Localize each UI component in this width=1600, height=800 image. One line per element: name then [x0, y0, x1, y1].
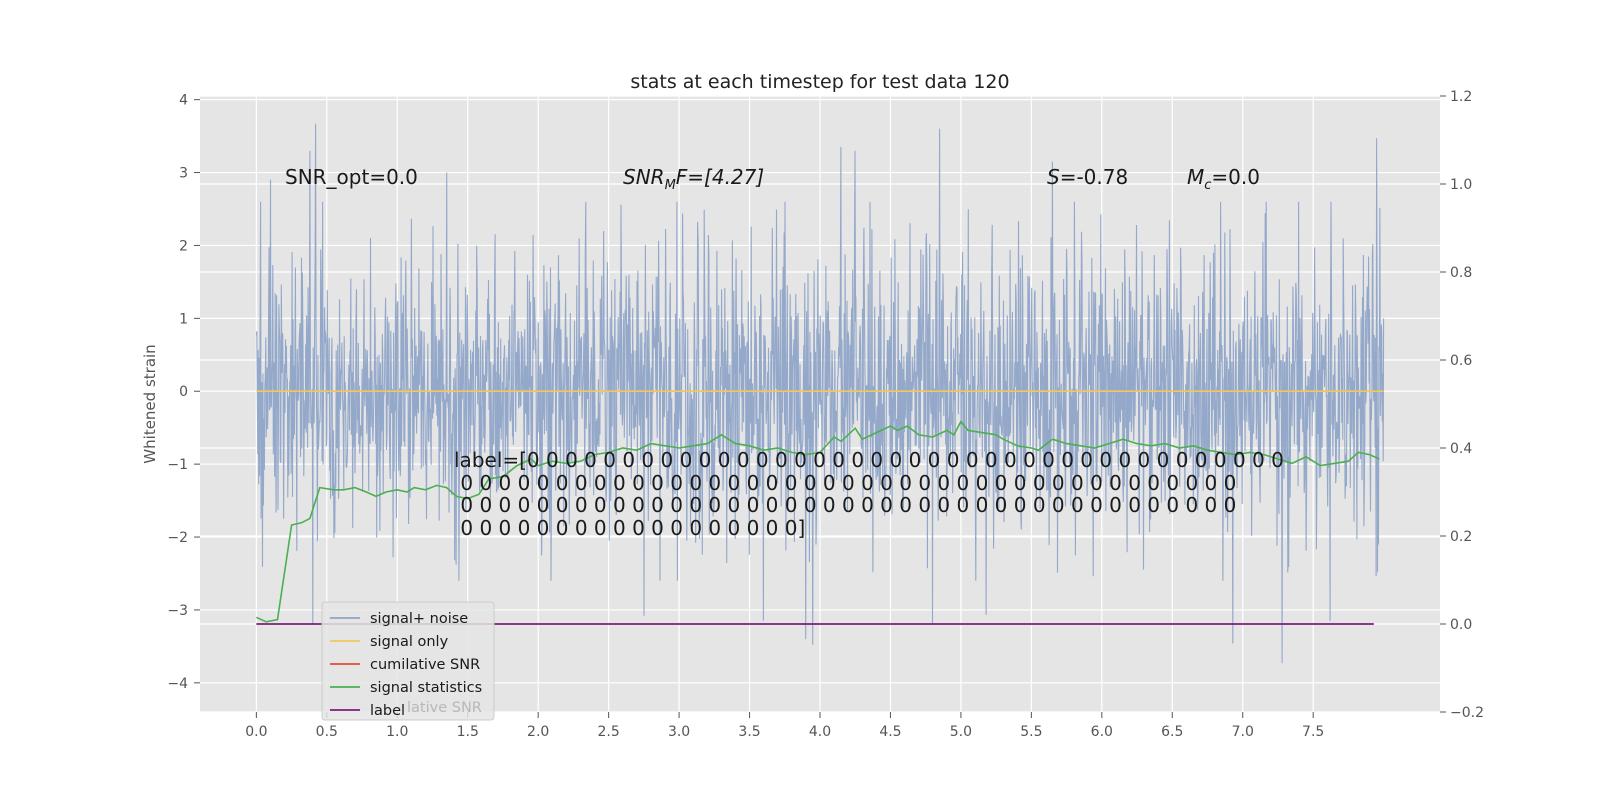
y2-tick-label: 1.0 — [1450, 177, 1472, 193]
label-array-text: label=[0 0 0 0 0 0 0 0 0 0 0 0 0 0 0 0 0… — [454, 448, 1290, 540]
label-array-line-2: 0 0 0 0 0 0 0 0 0 0 0 0 0 0 0 0 0 0 0 0 … — [454, 471, 1236, 495]
signal-statistics-line — [256, 420, 1380, 623]
x-tick-label: 7.0 — [1232, 724, 1254, 740]
y-tick-label: −2 — [167, 530, 188, 546]
legend: lative SNR signal+ noise signal only cumil… — [321, 601, 495, 721]
y-axis-label: Whitened strain — [141, 344, 159, 463]
y2-tick-label: 0.8 — [1450, 265, 1472, 281]
annotation-snr-mf: SNRMF=[4.27] — [623, 165, 764, 193]
y-tick-label: −1 — [167, 457, 188, 473]
x-tick-label: 2.0 — [527, 724, 549, 740]
x-tick-label: 4.5 — [879, 724, 901, 740]
x-tick-label: 5.5 — [1020, 724, 1042, 740]
annotation-s-symbol: S — [1047, 165, 1060, 189]
y-tick-label: −4 — [167, 676, 188, 692]
y2-tick-label: 0.0 — [1450, 617, 1472, 633]
signal-noise-line — [255, 123, 1385, 664]
x-tick-label: 6.5 — [1161, 724, 1183, 740]
chart-title: stats at each timestep for test data 120 — [630, 71, 1009, 93]
legend-signal-statistics-label: signal statistics — [370, 680, 482, 696]
label-array-line-3: 0 0 0 0 0 0 0 0 0 0 0 0 0 0 0 0 0 0 0 0 … — [454, 493, 1236, 517]
legend-signal-only-label: signal only — [370, 634, 449, 650]
y-tick-label: 2 — [179, 238, 188, 254]
y-tick-label: −3 — [167, 603, 188, 619]
axis-ticks: 0.0 0.5 1.0 1.5 2.0 2.5 3.0 3.5 4.0 4.5 5.0 5.5 6.0 6… — [167, 89, 1484, 740]
legend-entries: signal+ noise signal only cumilative SNR si… — [330, 611, 482, 719]
annotation-s-value: =-0.78 — [1060, 165, 1129, 189]
legend-signal-noise-label: signal+ noise — [370, 611, 468, 627]
annotation-mc-subscript: c — [1204, 178, 1211, 193]
x-tick-label: 3.5 — [738, 724, 760, 740]
y2-tick-label: 0.6 — [1450, 353, 1472, 369]
legend-ghost-text: lative SNR — [407, 700, 482, 716]
x-tick-label: 5.0 — [950, 724, 972, 740]
y-tick-label: 0 — [179, 384, 188, 400]
legend-label-label: label — [370, 703, 405, 719]
x-tick-label: 1.5 — [457, 724, 479, 740]
label-array-line-4: 0 0 0 0 0 0 0 0 0 0 0 0 0 0 0 0 0 0] — [454, 516, 805, 540]
annotation-s: S=-0.78 — [1047, 165, 1128, 189]
y2-tick-label: 0.2 — [1450, 529, 1472, 545]
x-tick-label: 2.5 — [598, 724, 620, 740]
x-tick-label: 4.0 — [809, 724, 831, 740]
annotation-mc: Mc=0.0 — [1187, 165, 1260, 193]
annotation-snr-opt: SNR_opt=0.0 — [285, 165, 418, 189]
x-tick-label: 7.5 — [1302, 724, 1324, 740]
x-tick-label: 6.0 — [1091, 724, 1113, 740]
annotation-snr-mf-subscript: M — [665, 178, 676, 193]
x-tick-label: 1.0 — [386, 724, 408, 740]
y-tick-label: 4 — [179, 93, 188, 109]
legend-box — [321, 601, 495, 721]
legend-cumulative-snr-label: cumilative SNR — [370, 657, 480, 673]
y2-tick-label: −0.2 — [1450, 705, 1484, 721]
y-tick-label: 3 — [179, 166, 188, 182]
x-tick-label: 3.0 — [668, 724, 690, 740]
x-tick-label: 0.5 — [316, 724, 338, 740]
annotation-mc-symbol: M — [1187, 165, 1204, 189]
y-tick-label: 1 — [179, 311, 188, 327]
y2-tick-label: 1.2 — [1450, 89, 1472, 105]
annotation-snr-mf-value: F=[4.27] — [676, 165, 764, 189]
x-tick-label: 0.0 — [245, 724, 267, 740]
annotation-mc-value: =0.0 — [1211, 165, 1260, 189]
annotation-snr-mf-symbol: SNR — [623, 165, 665, 189]
signal-noise-series — [255, 123, 1385, 664]
y2-tick-label: 0.4 — [1450, 441, 1472, 457]
label-array-line-1: label=[0 0 0 0 0 0 0 0 0 0 0 0 0 0 0 0 0… — [454, 448, 1284, 472]
